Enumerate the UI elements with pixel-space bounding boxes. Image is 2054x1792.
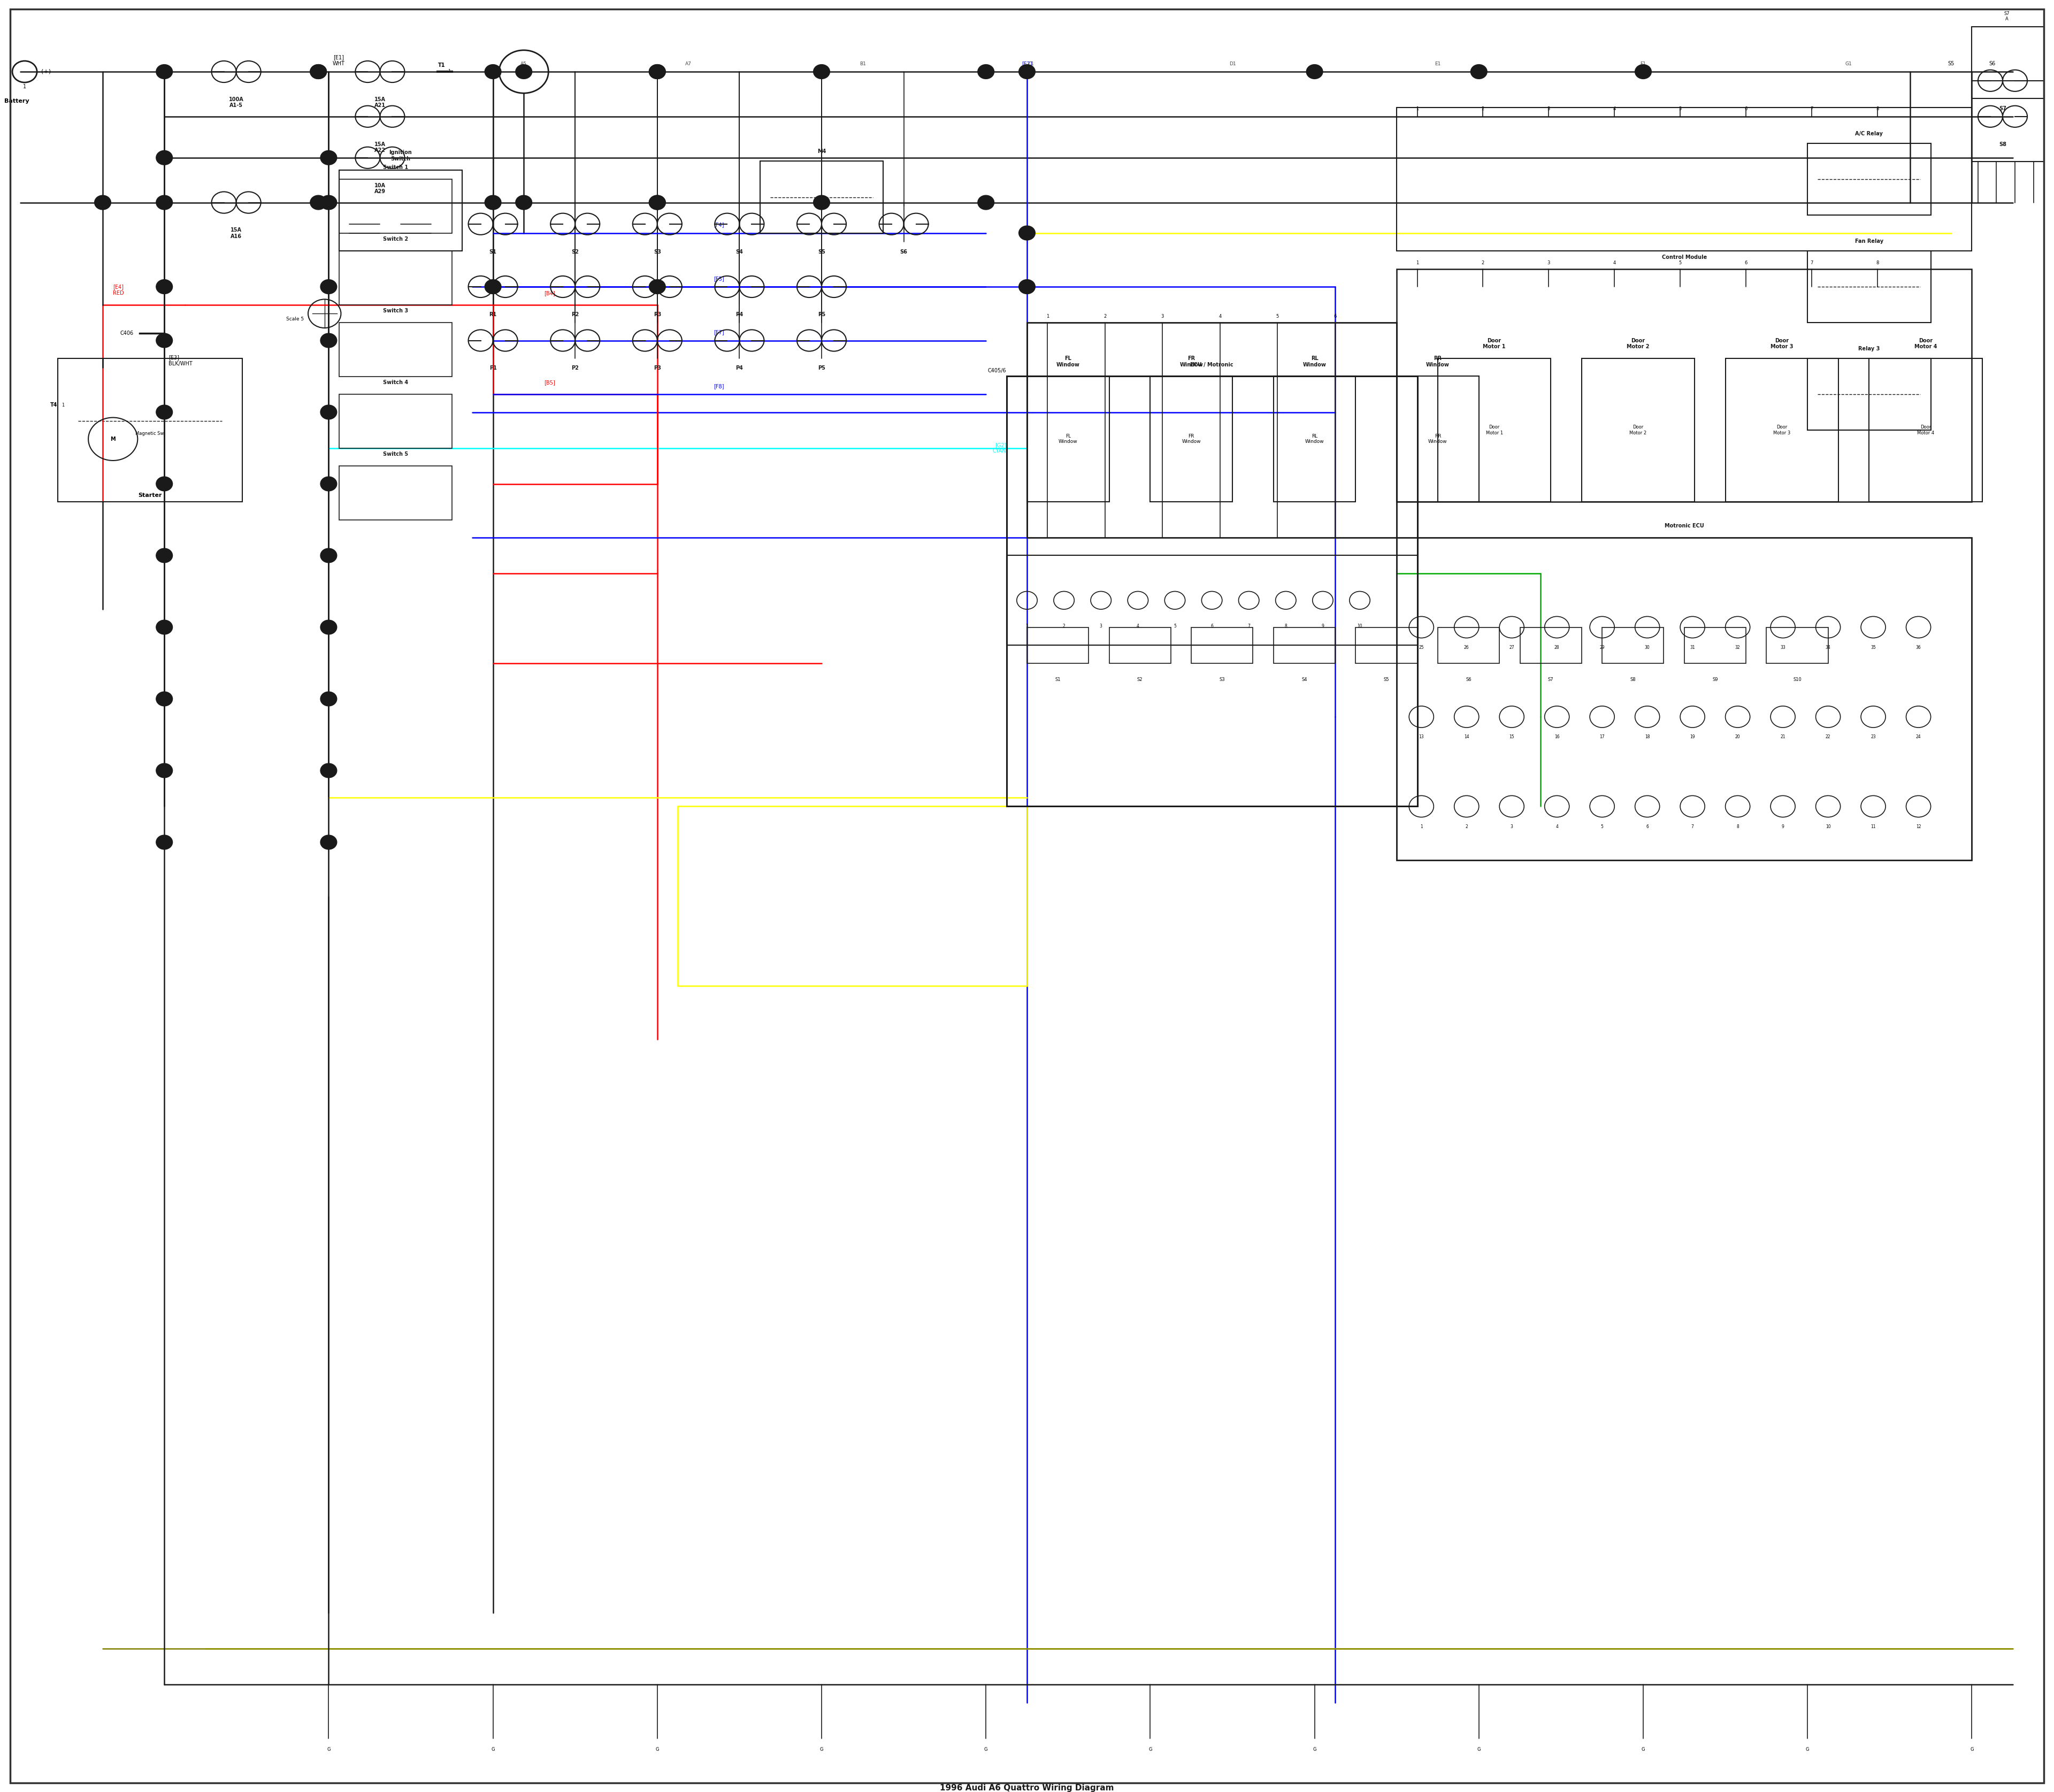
Text: P3: P3: [653, 366, 661, 371]
Text: G: G: [491, 1747, 495, 1753]
Circle shape: [310, 65, 327, 79]
Bar: [339, 179, 452, 233]
Circle shape: [156, 280, 173, 294]
Circle shape: [978, 65, 994, 79]
Text: 6: 6: [1744, 260, 1748, 265]
Text: Door
Motor 2: Door Motor 2: [1627, 339, 1649, 349]
Text: 30: 30: [1645, 645, 1649, 650]
Text: G: G: [820, 1747, 824, 1753]
Circle shape: [320, 763, 337, 778]
Text: 3: 3: [1161, 314, 1165, 319]
Text: 36: 36: [1916, 645, 1920, 650]
Text: P4: P4: [735, 366, 744, 371]
Text: 8: 8: [1875, 106, 1879, 111]
Text: 5: 5: [1276, 314, 1280, 319]
Text: G: G: [1148, 1747, 1152, 1753]
Circle shape: [156, 835, 173, 849]
Text: S4: S4: [1302, 677, 1306, 683]
Bar: [1602, 627, 1664, 663]
Text: 24: 24: [1916, 735, 1920, 740]
Circle shape: [310, 195, 327, 210]
Circle shape: [813, 65, 830, 79]
Text: Door
Motor 3: Door Motor 3: [1773, 425, 1791, 435]
Text: G: G: [1641, 1747, 1645, 1753]
Text: 4: 4: [1136, 624, 1140, 629]
Text: 7: 7: [1810, 106, 1814, 111]
Text: S1: S1: [489, 249, 497, 254]
Text: 17: 17: [1600, 735, 1604, 740]
Text: S3: S3: [653, 249, 661, 254]
Text: S4: S4: [735, 249, 744, 254]
Circle shape: [320, 151, 337, 165]
Text: [E3]
BLK/WHT: [E3] BLK/WHT: [168, 355, 193, 366]
Text: G: G: [655, 1747, 659, 1753]
Text: 15: 15: [1510, 735, 1514, 740]
Text: S1: S1: [1056, 677, 1060, 683]
Text: S3: S3: [1220, 677, 1224, 683]
Text: Door
Motor 1: Door Motor 1: [1483, 339, 1506, 349]
Bar: [1273, 627, 1335, 663]
Text: 4: 4: [1555, 824, 1559, 830]
Text: 32: 32: [1736, 645, 1740, 650]
Bar: [1684, 627, 1746, 663]
Circle shape: [516, 195, 532, 210]
Text: Ignition
Switch: Ignition Switch: [388, 151, 413, 161]
Circle shape: [813, 195, 830, 210]
Circle shape: [516, 65, 532, 79]
Bar: [1808, 358, 1931, 430]
Bar: [1972, 81, 2044, 161]
Bar: [1397, 269, 1972, 502]
Bar: [1006, 556, 1417, 645]
Text: 22: 22: [1826, 735, 1830, 740]
Text: G: G: [1970, 1747, 1974, 1753]
Text: [F4]: [F4]: [713, 222, 725, 228]
Text: FL
Window: FL Window: [1058, 434, 1078, 444]
Text: (+): (+): [41, 70, 51, 73]
Circle shape: [156, 620, 173, 634]
Text: Switch 4: Switch 4: [382, 380, 409, 385]
Bar: [1397, 538, 1972, 860]
Bar: [1520, 627, 1582, 663]
Text: S7: S7: [1549, 677, 1553, 683]
Circle shape: [649, 280, 665, 294]
Bar: [1725, 358, 1838, 502]
Text: 4: 4: [1218, 314, 1222, 319]
Text: S8: S8: [1999, 142, 2007, 147]
Bar: [1808, 251, 1931, 323]
Text: 1: 1: [1045, 314, 1050, 319]
Text: [F5]: [F5]: [713, 276, 725, 281]
Text: 15A
A16: 15A A16: [230, 228, 242, 238]
Text: 20: 20: [1736, 735, 1740, 740]
Bar: [339, 170, 462, 251]
Text: Door
Motor 3: Door Motor 3: [1771, 339, 1793, 349]
Text: 6: 6: [1333, 314, 1337, 319]
Text: P5: P5: [817, 366, 826, 371]
Text: 2: 2: [1062, 624, 1066, 629]
Text: 3: 3: [1099, 624, 1103, 629]
Text: G: G: [327, 1747, 331, 1753]
Circle shape: [1635, 65, 1651, 79]
Circle shape: [320, 477, 337, 491]
Text: 5: 5: [1678, 260, 1682, 265]
Circle shape: [156, 548, 173, 563]
Bar: [1766, 627, 1828, 663]
Text: S10: S10: [1793, 677, 1801, 683]
Circle shape: [94, 195, 111, 210]
Text: Door
Motor 1: Door Motor 1: [1485, 425, 1504, 435]
Circle shape: [156, 333, 173, 348]
Circle shape: [320, 280, 337, 294]
Text: S5: S5: [817, 249, 826, 254]
Circle shape: [320, 333, 337, 348]
Circle shape: [156, 151, 173, 165]
Text: 23: 23: [1871, 735, 1875, 740]
Text: 2: 2: [1465, 824, 1469, 830]
Text: Switch 3: Switch 3: [382, 308, 409, 314]
Text: 6: 6: [1210, 624, 1214, 629]
Bar: [1027, 323, 1397, 538]
Text: S2: S2: [571, 249, 579, 254]
Text: R4: R4: [735, 312, 744, 317]
Bar: [1438, 358, 1551, 502]
Bar: [1006, 376, 1417, 806]
Text: P2: P2: [571, 366, 579, 371]
Bar: [1109, 627, 1171, 663]
